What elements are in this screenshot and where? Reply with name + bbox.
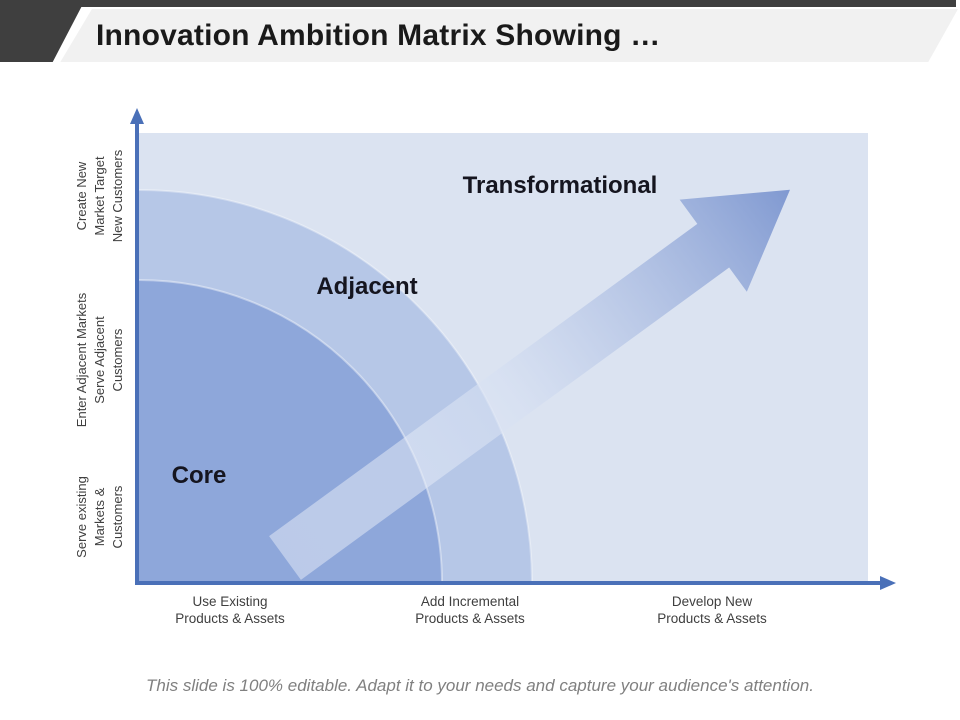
x-label-line: Use Existing — [192, 594, 268, 609]
y-label-line: New Customers — [109, 149, 125, 243]
y-label-line: Markets & — [92, 487, 108, 547]
y-axis-label-enter-adjacent: Enter Adjacent Markets Serve Adjacent Cu… — [73, 293, 127, 427]
x-axis-label-develop-new: Develop New Products & Assets — [657, 594, 767, 628]
title-bar: Innovation Ambition Matrix Showing … — [60, 9, 958, 62]
zone-label-transformational: Transformational — [462, 172, 658, 199]
x-label-line: Develop New — [671, 594, 753, 609]
x-axis-label-use-existing: Use Existing Products & Assets — [175, 594, 285, 628]
x-label-line: Add Incremental — [420, 594, 520, 609]
y-label-line: Market Target — [92, 156, 108, 236]
y-label-line: Serve Adjacent — [92, 316, 108, 404]
y-label-line: Customers — [109, 485, 125, 549]
y-label-line: Enter Adjacent Markets — [74, 292, 90, 428]
zone-label-core: Core — [171, 462, 227, 489]
y-axis-arrowhead-icon — [130, 108, 144, 124]
zone-label-adjacent: Adjacent — [316, 273, 418, 300]
y-label-line: Serve existing — [74, 476, 90, 558]
x-label-line: Products & Assets — [175, 610, 285, 626]
top-accent-strip — [0, 0, 956, 7]
x-axis-label-add-incremental: Add Incremental Products & Assets — [415, 594, 525, 628]
editable-note: This slide is 100% editable. Adapt it to… — [146, 676, 814, 695]
y-axis-label-serve-existing: Serve existing Markets & Customers — [73, 476, 127, 558]
x-label-line: Products & Assets — [415, 610, 525, 626]
y-label-line: Customers — [109, 328, 125, 392]
y-axis-label-create-new: Create New Market Target New Customers — [73, 150, 127, 242]
slide-title: Innovation Ambition Matrix Showing … — [96, 19, 661, 52]
y-label-line: Create New — [74, 161, 90, 231]
x-axis-arrowhead-icon — [880, 576, 896, 590]
x-label-line: Products & Assets — [657, 610, 767, 626]
growth-arrow — [269, 189, 790, 580]
